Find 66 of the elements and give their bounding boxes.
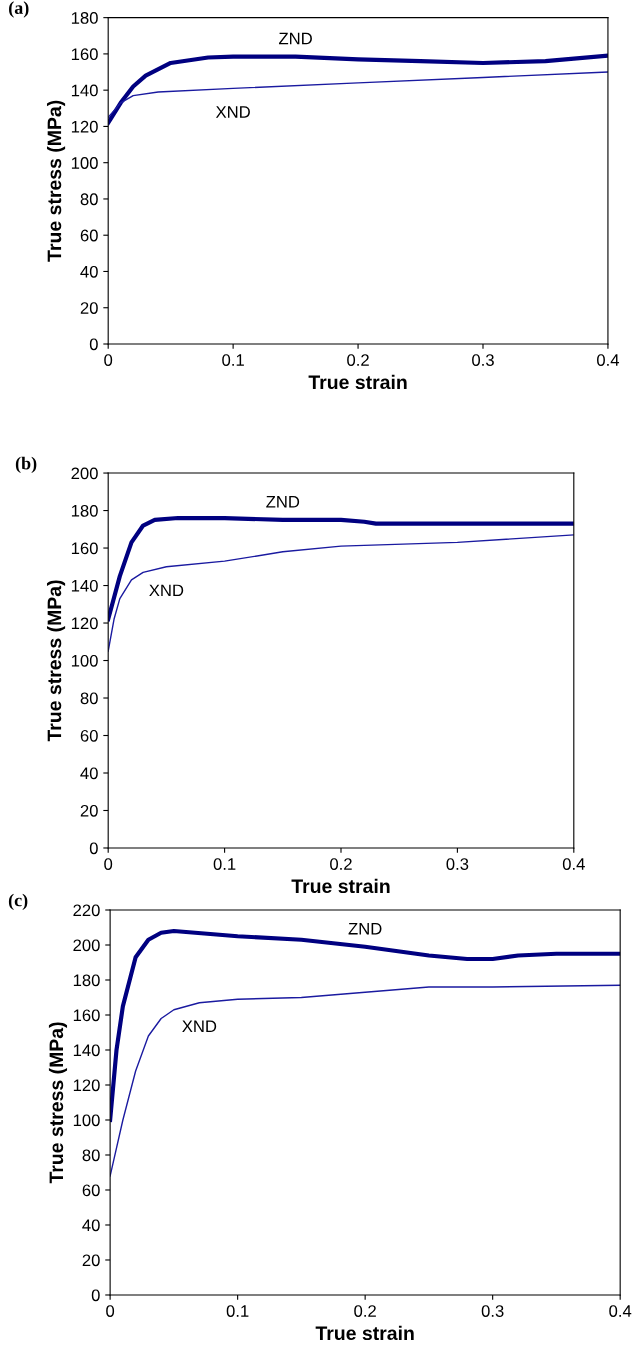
y-tick-label: 220 [73,904,100,917]
y-tick-label: 40 [82,1219,100,1232]
series-label: XND [215,106,250,118]
y-tick-label: 60 [80,229,98,242]
x-axis-title: True strain [291,878,390,894]
x-tick-label: 0.2 [354,1305,376,1317]
x-tick-label: 0.2 [347,354,369,366]
x-axis-title: True strain [315,1325,414,1341]
y-tick-label: 160 [71,542,98,555]
y-tick-label: 40 [80,265,98,278]
x-tick-label: 0 [104,354,113,366]
y-tick-label: 0 [89,338,98,351]
line-series [108,515,574,622]
y-tick-label: 20 [80,804,98,817]
x-tick-label: 0.1 [222,354,244,366]
y-tick-label: 100 [73,1114,100,1127]
x-axis-title: True strain [308,374,407,390]
y-tick-label: 140 [71,84,98,97]
y-tick-label: 140 [73,1044,100,1057]
chart-title: (b) [15,456,37,474]
series-label: XND [182,1020,217,1033]
y-tick-label: 200 [73,939,100,952]
y-axis-title: True stress (MPa) [46,100,66,262]
y-tick-label: 180 [71,504,98,517]
x-tick-label: 0.4 [562,858,585,870]
x-tick-label: 0.1 [213,858,236,870]
x-tick-label: 0.2 [330,858,352,870]
y-axis-title: True stress (MPa) [46,580,66,742]
y-tick-label: 80 [82,1149,100,1162]
line-series [108,71,608,119]
x-tick-label: 0.4 [609,1305,632,1317]
series-label: ZND [279,32,312,45]
y-axis-title: True stress (MPa) [48,1022,68,1184]
y-tick-label: 60 [80,729,98,742]
y-tick-label: 80 [80,692,98,705]
y-tick-label: 200 [71,467,98,480]
y-tick-label: 80 [80,193,98,206]
y-tick-label: 120 [71,120,98,133]
x-tick-label: 0.3 [446,858,469,870]
y-tick-label: 120 [71,617,98,630]
x-tick-label: 0.1 [226,1305,249,1317]
x-tick-label: 0 [104,858,113,870]
x-tick-label: 0 [106,1305,115,1317]
y-tick-label: 100 [71,157,98,169]
y-tick-label: 20 [82,1254,100,1267]
chart-title: (c) [8,893,28,910]
line-series [108,53,608,125]
series-label: XND [149,584,184,597]
y-tick-label: 120 [73,1079,100,1092]
x-tick-label: 0.3 [472,354,494,366]
series-label: ZND [348,922,382,935]
y-tick-label: 40 [80,767,98,780]
y-tick-label: 0 [89,842,98,855]
y-tick-label: 180 [73,974,100,987]
chart-title: (a) [9,1,29,18]
x-tick-label: 0.4 [597,354,620,366]
y-tick-label: 100 [71,654,98,667]
y-tick-label: 60 [82,1184,100,1197]
x-tick-label: 0.3 [481,1305,504,1317]
y-tick-label: 180 [71,12,98,24]
series-label: ZND [266,496,300,508]
y-tick-label: 140 [71,579,98,592]
y-tick-label: 160 [73,1009,100,1022]
y-tick-label: 160 [71,48,98,61]
y-tick-label: 20 [80,302,98,314]
y-tick-label: 0 [91,1289,100,1302]
